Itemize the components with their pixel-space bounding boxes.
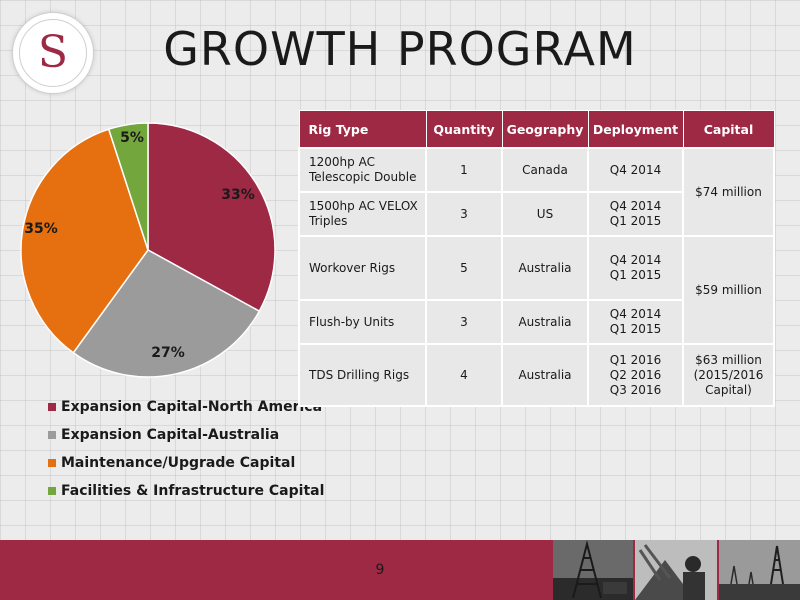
pie-slice [107, 122, 149, 251]
cell-rig-type: 1200hp AC Telescopic Double [298, 147, 427, 193]
pie-slice [147, 122, 276, 313]
legend-swatch [48, 459, 56, 467]
cell-geography: Australia [501, 343, 589, 407]
pie-data-label: 35% [24, 221, 58, 237]
legend-label: Expansion Capital-Australia [61, 427, 280, 443]
page-title: GROWTH PROGRAM [163, 22, 637, 76]
header-geography: Geography [501, 110, 589, 149]
cell-rig-type: Workover Rigs [298, 235, 427, 301]
table-row: TDS Drilling Rigs 4 Australia Q1 2016 Q2… [298, 343, 775, 407]
pie-data-label: 33% [221, 187, 255, 203]
cell-capital: $63 million (2015/2016 Capital) [682, 343, 775, 407]
table-row: Workover Rigs 5 Australia Q4 2014 Q1 201… [298, 235, 775, 345]
page-number: 9 [375, 562, 385, 578]
cell-capital: $59 million [682, 235, 775, 345]
legend-label: Maintenance/Upgrade Capital [61, 455, 296, 471]
cell-quantity: 3 [425, 191, 503, 237]
pie-data-label: 5% [120, 130, 144, 146]
legend-label: Expansion Capital-North America [61, 399, 323, 415]
legend-item: Expansion Capital-North America [48, 393, 324, 421]
cell-deployment: Q4 2014 Q1 2015 [587, 191, 684, 237]
pie-slice [20, 128, 149, 354]
cell-geography: Australia [501, 299, 589, 345]
header-rig-type: Rig Type [298, 110, 427, 149]
cell-quantity: 5 [425, 235, 503, 301]
cell-quantity: 4 [425, 343, 503, 407]
legend-label: Facilities & Infrastructure Capital [61, 483, 325, 499]
footer-photo-rig [553, 540, 633, 600]
cell-geography: Canada [501, 147, 589, 193]
logo-letter: S [37, 27, 69, 78]
cell-capital: $74 million [682, 147, 775, 237]
header-quantity: Quantity [425, 110, 503, 149]
table-row: Flush-by Units 3 Australia Q4 2014 Q1 20… [298, 299, 774, 345]
cell-rig-type: 1500hp AC VELOX Triples [298, 191, 427, 237]
legend-item: Maintenance/Upgrade Capital [48, 449, 324, 477]
cell-quantity: 3 [425, 299, 503, 345]
cell-quantity: 1 [425, 147, 503, 193]
logo-ring [19, 19, 87, 87]
chart-legend: Expansion Capital-North America Expansio… [48, 393, 324, 505]
company-logo: S [12, 12, 94, 94]
legend-item: Expansion Capital-Australia [48, 421, 324, 449]
cell-deployment: Q4 2014 Q1 2015 [587, 299, 684, 345]
header-deployment: Deployment [587, 110, 684, 149]
footer-photo-derricks [719, 540, 800, 600]
table-row: 1200hp AC Telescopic Double 1 Canada Q4 … [298, 147, 775, 237]
rig-table: Rig Type Quantity Geography Deployment C… [298, 110, 775, 407]
legend-swatch [48, 403, 56, 411]
footer-photo-worker [635, 540, 717, 600]
legend-swatch [48, 487, 56, 495]
cell-deployment: Q4 2014 Q1 2015 [587, 235, 684, 301]
legend-item: Facilities & Infrastructure Capital [48, 477, 324, 505]
pie-slice [72, 249, 261, 378]
cell-deployment: Q1 2016 Q2 2016 Q3 2016 [587, 343, 684, 407]
cell-deployment: Q4 2014 [587, 147, 684, 193]
cell-geography: US [501, 191, 589, 237]
cell-rig-type: TDS Drilling Rigs [298, 343, 427, 407]
cell-geography: Australia [501, 235, 589, 301]
pie-chart: 33% 27% 35% 5% [20, 122, 276, 378]
footer-bar: 9 [0, 540, 800, 600]
cell-rig-type: Flush-by Units [298, 299, 427, 345]
table-row: 1500hp AC VELOX Triples 3 US Q4 2014 Q1 … [298, 191, 774, 237]
table-header-row: Rig Type Quantity Geography Deployment C… [298, 110, 775, 149]
header-capital: Capital [682, 110, 775, 149]
legend-swatch [48, 431, 56, 439]
pie-data-label: 27% [151, 345, 185, 361]
